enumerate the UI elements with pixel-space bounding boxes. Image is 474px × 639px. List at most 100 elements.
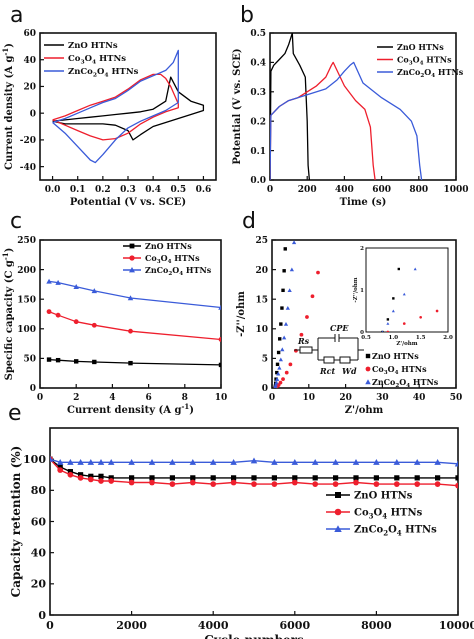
data-point [88,473,94,479]
y-tick-label: 0.5 [250,29,266,39]
data-point [77,459,84,465]
legend-marker [129,243,135,249]
data-point [98,473,104,479]
inset-point [436,79,438,81]
series-line [52,73,179,141]
data-point [251,475,257,481]
x-tick-label: 0.1 [70,185,86,195]
x-axis-title: Potential (V vs. SCE) [70,197,186,208]
equivalent-circuit: Rs CPE Rct Wd [294,323,364,376]
data-point [353,475,359,481]
data-point [91,322,97,328]
y-axis-title: Specific capacity (C g-1) [1,248,15,381]
y-tick-label: 250 [17,236,36,246]
y-tick-label: 0 [38,609,46,622]
resistor-rct [323,356,335,364]
data-point [73,319,79,325]
plot-frame [39,32,217,181]
panel-letter: c [10,209,22,234]
data-point [291,240,297,245]
data-point [312,475,318,481]
data-point [210,475,216,481]
data-point [276,371,281,376]
legend-label: Co3O4 HTNs [354,508,423,521]
data-point [218,304,221,310]
data-point [250,457,258,464]
inset-y-tick: 1 [360,288,364,294]
x-tick-label: 0 [267,185,273,195]
x-tick-label: 0 [269,393,275,403]
inset-y-tick: 2 [360,246,364,252]
x-tick-label: 10 [215,393,228,403]
data-point [210,481,217,487]
y-tick-label: 0 [30,384,36,394]
series-line [270,33,311,180]
circuit-label: Rs [297,336,310,346]
x-tick-label: 0 [37,393,43,403]
data-point [289,267,294,272]
data-point [312,481,319,487]
inset-point [413,267,417,271]
legend-marker [365,353,371,359]
data-point [434,481,441,487]
y-tick-label: 0 [262,384,268,394]
inset-x-title: Z'/ohm [396,341,417,347]
data-point [218,337,221,342]
data-point [299,332,304,337]
data-point [67,459,74,465]
data-point [108,478,115,484]
inset-y-title: -Z''/ohm [353,277,359,302]
inset-point [386,322,390,325]
data-point [311,459,319,465]
y-tick-label: 20 [23,83,36,93]
plot-area [46,278,221,368]
x-tick-label: 2 [73,393,79,403]
y-tick-label: 0.3 [250,88,266,98]
series-line [52,49,179,164]
inset-point [381,330,384,332]
x-tick-label: 2000 [116,619,147,632]
x-tick-label: 4000 [198,619,229,632]
plot-area [52,49,205,164]
panel-letter: d [242,209,256,234]
legend-marker [129,267,135,273]
plot-frame [39,239,222,389]
legend-label: Co3O4 HTNs [68,54,126,66]
y-tick-label: -20 [20,136,36,146]
data-point [292,475,298,481]
legend-label: Co3O4 HTNs [145,253,200,265]
x-tick-label: 40 [413,393,426,403]
data-point [50,455,54,462]
plot-frame [49,427,459,616]
y-tick-label: 60 [31,515,47,528]
inset-point [435,309,439,313]
y-tick-label: 20 [255,266,268,276]
data-point [97,459,105,465]
data-point [284,370,289,375]
data-point [98,478,104,484]
y-axis-title: -Z''/ohm [236,291,247,337]
data-point [251,481,257,487]
data-point [275,362,280,367]
data-point [333,475,339,481]
inset-eis: 0.5 1.0 1.5 2.0 0 1 2 Z'/ohm -Z''/ohm [353,79,453,347]
data-point [283,321,289,326]
legend-marker [334,508,342,516]
data-point [281,288,285,293]
data-point [55,279,61,285]
legend-marker [365,379,371,385]
data-point [107,459,115,465]
inset-x-tick: 1.0 [389,335,399,341]
data-point [332,459,339,465]
y-tick-label: 10 [255,325,268,335]
data-point [352,459,360,465]
data-point [310,294,315,299]
panel-letter: b [240,3,254,28]
legend-marker [335,492,341,498]
x-axis-title: Current density (A g-1) [67,402,194,416]
data-point [281,377,285,381]
x-tick-label: 0.2 [95,185,111,195]
chart-panel-a: 0.0 0.1 0.2 0.3 0.4 0.5 0.6 -40 -20 0 20 40 60 Potent… [1,3,217,208]
data-point [280,306,284,310]
